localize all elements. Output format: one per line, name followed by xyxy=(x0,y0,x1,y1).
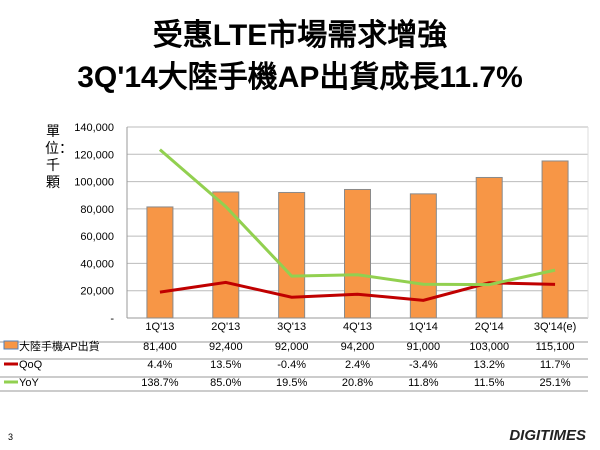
title-line-2: 3Q'14大陸手機AP出貨成長11.7% xyxy=(77,61,523,94)
bar xyxy=(541,160,569,319)
table-cell: 138.7% xyxy=(141,377,179,389)
y-tick-label: 80,000 xyxy=(80,204,114,216)
x-tick-label: 1Q'13 xyxy=(145,321,174,333)
bar xyxy=(212,191,240,319)
table-cell: -0.4% xyxy=(277,359,306,371)
table-cell: 13.5% xyxy=(210,359,241,371)
table-cell: 13.2% xyxy=(474,359,505,371)
slide-number: 3 xyxy=(8,432,14,442)
table-cell: 11.7% xyxy=(540,359,571,371)
y-tick-label: - xyxy=(110,313,114,325)
table-cell: 92,000 xyxy=(275,341,309,353)
digitimes-logo: DIGITIMES xyxy=(509,427,586,444)
line-yoy xyxy=(158,148,556,287)
y-tick-label: 100,000 xyxy=(74,177,114,189)
table-cell: 20.8% xyxy=(342,377,373,389)
y-tick-label: 40,000 xyxy=(80,258,114,270)
table-cell: 19.5% xyxy=(276,377,307,389)
y-tick-label: 20,000 xyxy=(80,286,114,298)
line-qoq xyxy=(159,280,556,302)
table-cell: 11.5% xyxy=(474,377,505,389)
table-cell: 115,100 xyxy=(536,341,575,353)
y-tick-label: 120,000 xyxy=(74,149,114,161)
bar xyxy=(344,188,371,319)
legend-label: YoY xyxy=(19,377,39,389)
x-tick-label: 4Q'13 xyxy=(343,321,372,333)
y-tick-label: 140,000 xyxy=(74,122,114,134)
x-tick-label: 3Q'13 xyxy=(277,321,306,333)
bar xyxy=(278,191,306,319)
bar xyxy=(475,176,503,319)
title-line-1: 受惠LTE市場需求增強 xyxy=(152,19,448,52)
table-cell: 11.8% xyxy=(408,377,439,389)
y-tick-label: 60,000 xyxy=(80,231,114,243)
table-cell: 2.4% xyxy=(345,359,370,371)
table-cell: 103,000 xyxy=(469,341,509,353)
table-cell: 92,400 xyxy=(209,341,243,353)
table-cell: -3.4% xyxy=(409,359,438,371)
table-cell: 4.4% xyxy=(147,359,172,371)
x-tick-label: 2Q'13 xyxy=(211,321,240,333)
legend-label: 大陸手機AP出貨 xyxy=(19,339,100,353)
table-cell: 85.0% xyxy=(210,377,241,389)
x-tick-label: 3Q'14(e) xyxy=(534,321,576,333)
bar xyxy=(146,206,174,319)
table-cell: 25.1% xyxy=(539,377,570,389)
table-cell: 81,400 xyxy=(143,341,177,353)
table-cell: 94,200 xyxy=(341,341,375,353)
legend-key-0 xyxy=(3,340,19,350)
table-cell: 91,000 xyxy=(407,341,441,353)
x-tick-label: 1Q'14 xyxy=(409,321,438,333)
legend-label: QoQ xyxy=(19,359,43,371)
x-tick-label: 2Q'14 xyxy=(475,321,504,333)
